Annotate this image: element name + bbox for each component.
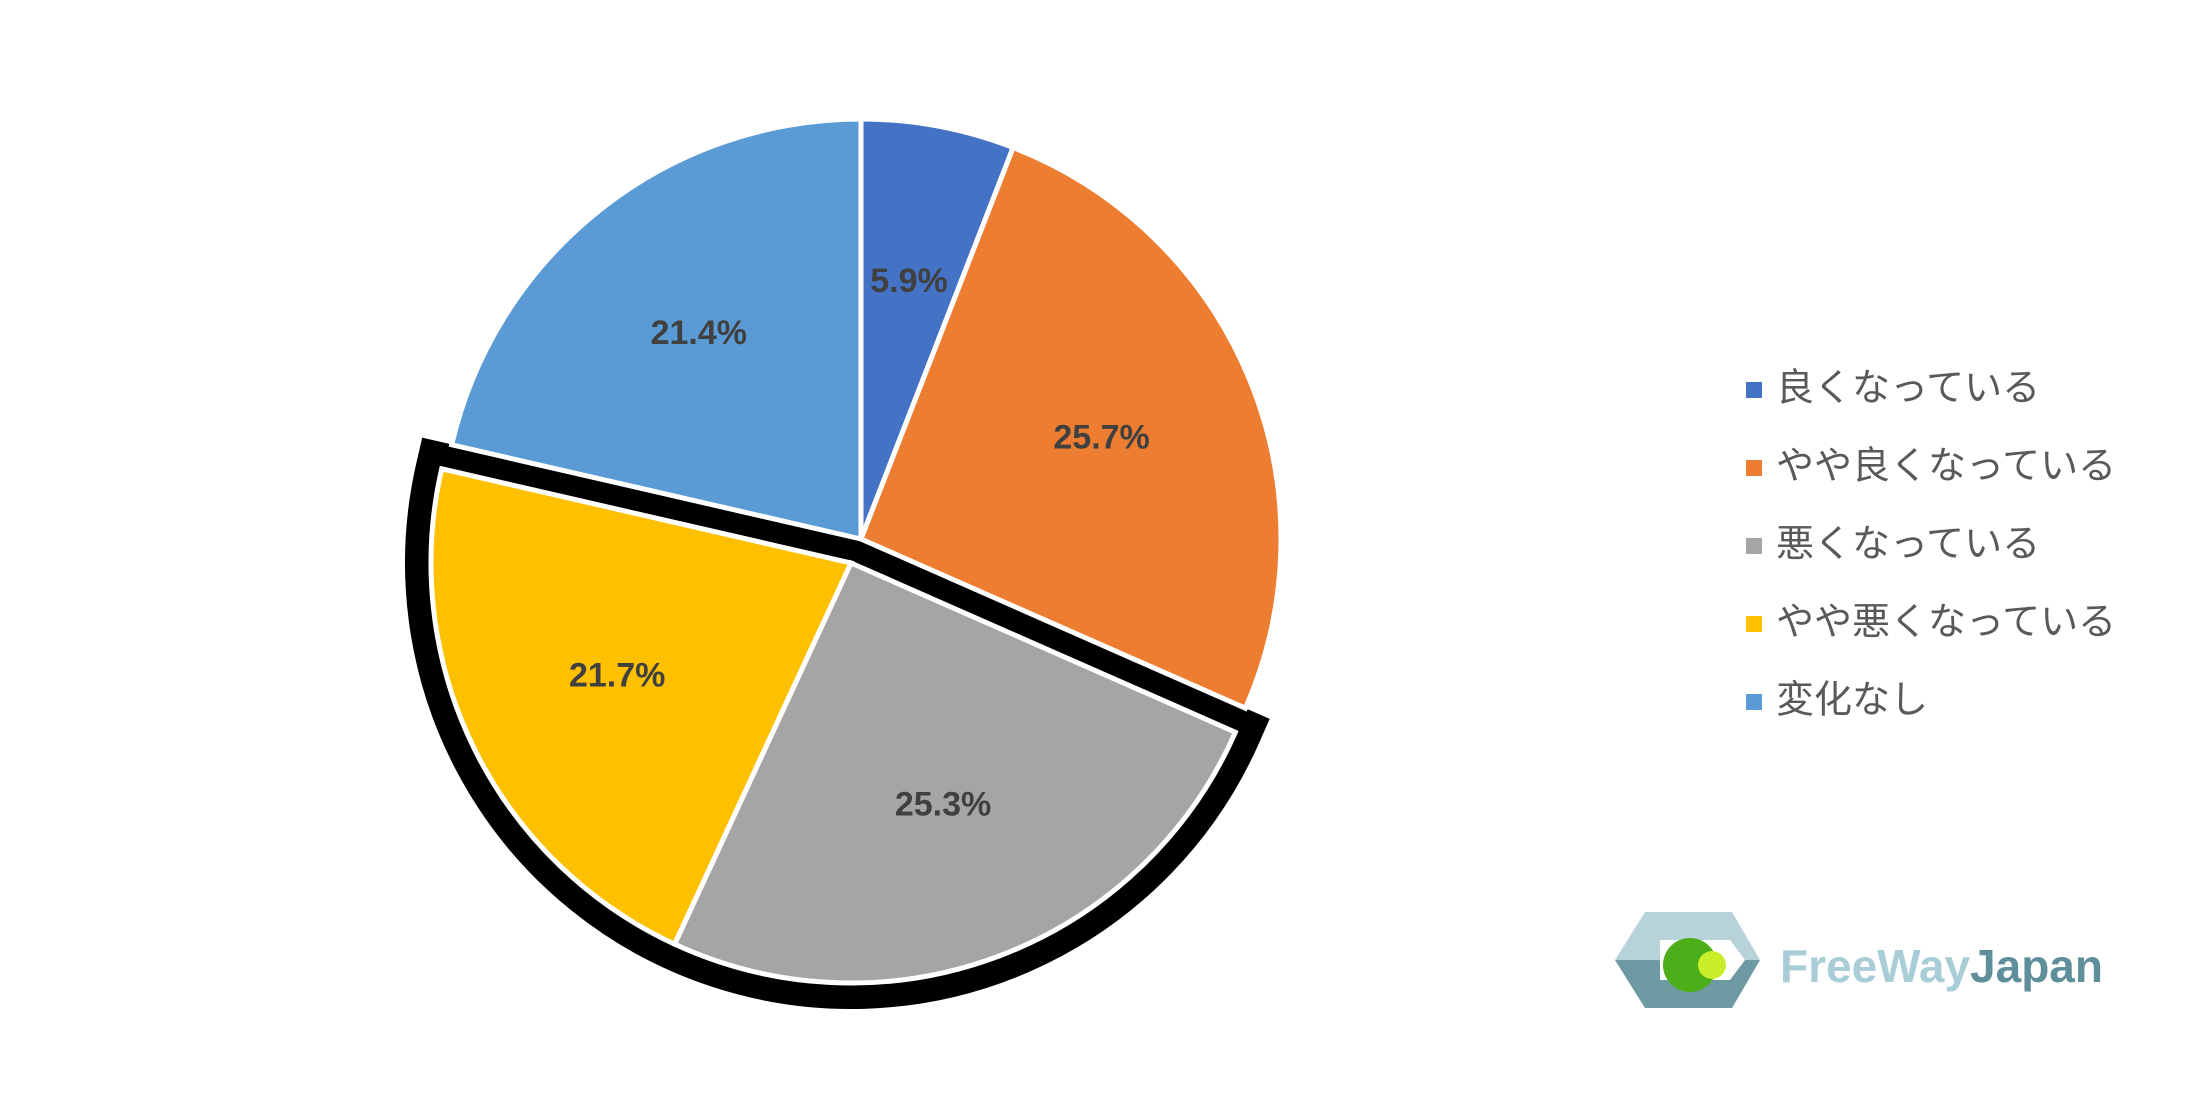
data-label: 25.7% bbox=[1053, 418, 1149, 456]
legend-label: 良くなっている bbox=[1776, 366, 2040, 410]
legend-swatch bbox=[1746, 538, 1762, 554]
legend-label: 変化なし bbox=[1776, 678, 1928, 722]
data-label: 21.4% bbox=[651, 314, 747, 352]
legend-swatch bbox=[1746, 694, 1762, 710]
legend-swatch bbox=[1746, 460, 1762, 476]
data-label: 25.3% bbox=[895, 786, 991, 824]
data-label: 5.9% bbox=[870, 262, 948, 300]
pie-slice bbox=[428, 465, 855, 948]
pie-slice bbox=[858, 116, 1017, 540]
logo-part: FreeWay bbox=[1780, 940, 1970, 992]
pie-slice bbox=[448, 116, 864, 543]
data-label: 21.7% bbox=[569, 657, 665, 695]
logo-ball bbox=[1663, 938, 1717, 992]
legend-label: やや良くなっている bbox=[1776, 444, 2116, 488]
logo-ball-light bbox=[1698, 951, 1726, 979]
logo: FreeWayJapan bbox=[1615, 912, 2103, 1008]
pie-slice bbox=[857, 144, 1284, 712]
legend-label: やや悪くなっている bbox=[1776, 600, 2116, 644]
pie-slice bbox=[671, 559, 1239, 986]
legend-swatch bbox=[1746, 382, 1762, 398]
legend-swatch bbox=[1746, 616, 1762, 632]
logo-text: FreeWayJapan bbox=[1780, 940, 2103, 992]
legend-label: 悪くなっている bbox=[1776, 522, 2040, 566]
logo-part: Japan bbox=[1970, 940, 2103, 992]
